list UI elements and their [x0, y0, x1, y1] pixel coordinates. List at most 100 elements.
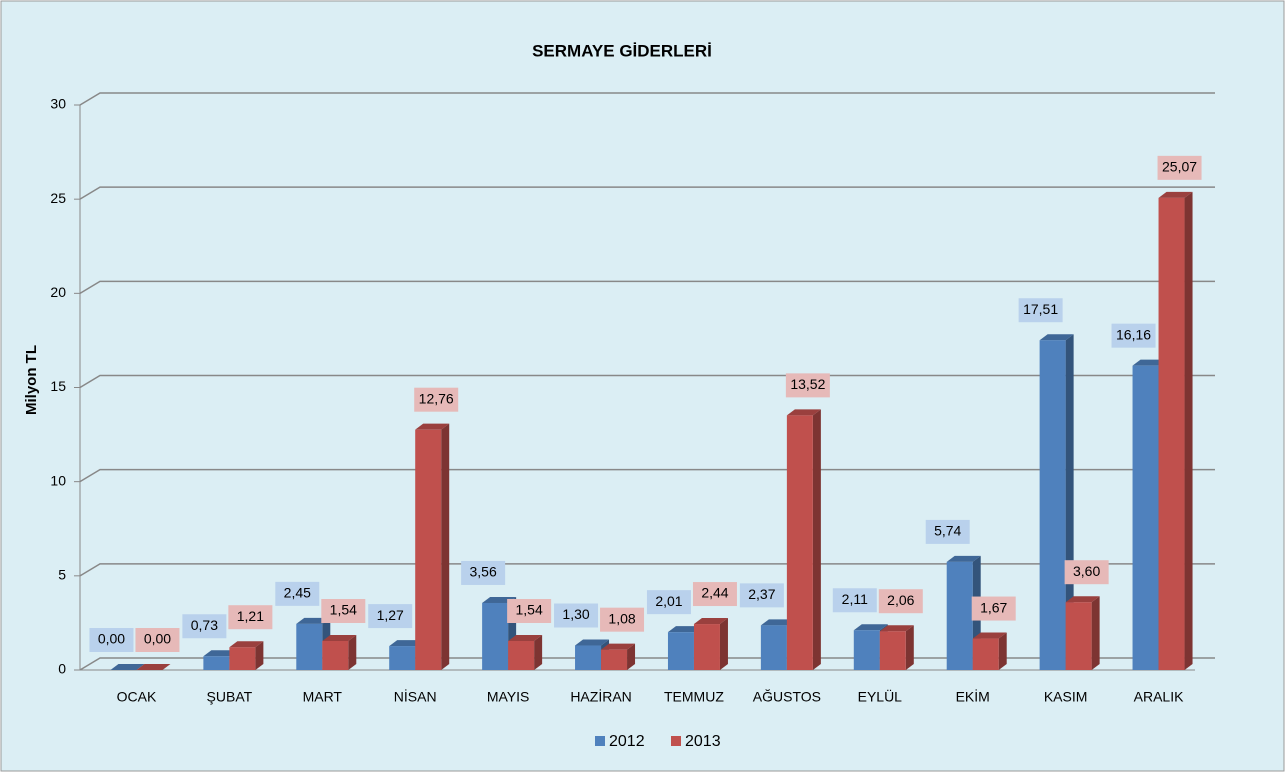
bar-top — [972, 632, 1007, 639]
value-label: 0,00 — [144, 631, 171, 647]
value-label-bg — [507, 598, 552, 623]
value-label-bg — [135, 628, 180, 652]
x-tick-label: NİSAN — [394, 688, 437, 705]
x-tick-label: EYLÜL — [858, 688, 903, 705]
value-label: 17,51 — [1023, 301, 1058, 317]
x-tick-label: HAZİRAN — [570, 688, 631, 705]
bar — [110, 664, 145, 670]
bar — [508, 634, 543, 670]
bar-top — [1158, 191, 1193, 198]
value-label: 1,67 — [980, 599, 1007, 615]
bar-side — [534, 634, 543, 670]
value-label: 2,11 — [842, 591, 868, 607]
bar-front — [1158, 197, 1185, 670]
bar-top — [879, 625, 914, 632]
bar-front — [853, 630, 880, 670]
legend-swatch — [671, 736, 681, 746]
y-tick-label: 15 — [50, 378, 66, 394]
grid-line — [79, 657, 1215, 671]
grid-line — [79, 186, 1215, 200]
bar-front — [1039, 340, 1066, 670]
bar — [693, 618, 728, 670]
grid-line — [79, 374, 1215, 389]
value-label: 2,37 — [748, 586, 775, 602]
bar-front — [322, 640, 349, 670]
bar-top — [693, 618, 728, 625]
value-label-bg — [785, 373, 830, 398]
value-label-bg — [228, 605, 273, 630]
bar — [1039, 334, 1074, 670]
y-tick-label: 30 — [50, 96, 66, 112]
bar — [415, 423, 450, 670]
value-label-bg — [554, 603, 599, 628]
bar-top — [415, 423, 450, 430]
bar-top — [575, 639, 610, 646]
value-label-bg — [321, 598, 366, 623]
bar-top — [322, 634, 357, 641]
bar-front — [229, 647, 256, 670]
bar-top — [853, 624, 888, 631]
value-label-bg — [878, 589, 923, 614]
bar-side — [812, 409, 821, 670]
x-tick-label: ARALIK — [1134, 689, 1184, 705]
bar-front — [508, 640, 535, 670]
bar-front — [972, 638, 999, 670]
value-label: 0,73 — [191, 617, 218, 633]
value-label: 2,06 — [887, 592, 914, 608]
value-label: 3,60 — [1073, 563, 1100, 579]
x-tick-label: OCAK — [117, 689, 157, 705]
bar-front — [946, 561, 973, 670]
bar-top — [1065, 596, 1100, 603]
bar-top — [110, 664, 145, 670]
x-tick-label: ŞUBAT — [207, 689, 253, 705]
value-label-bg — [646, 590, 691, 615]
value-label-bg — [971, 596, 1016, 621]
bar-front — [786, 415, 813, 670]
value-label: 16,16 — [1116, 326, 1151, 342]
value-label: 0,00 — [98, 631, 125, 647]
bar — [972, 632, 1007, 670]
x-tick-label: MART — [303, 689, 343, 705]
bar-top — [203, 650, 238, 657]
bar-front — [760, 625, 787, 670]
value-label-bg — [1111, 323, 1156, 348]
value-label: 2,45 — [284, 585, 311, 601]
value-label-bg — [414, 387, 459, 412]
bar-top — [667, 626, 702, 633]
value-label: 1,27 — [377, 607, 404, 623]
value-label: 1,30 — [562, 606, 589, 622]
x-tick-label: MAYIS — [487, 689, 530, 705]
bar-front — [389, 646, 416, 670]
bar-top — [508, 634, 543, 641]
bar-front — [601, 649, 628, 670]
bar — [322, 634, 357, 670]
value-label-bg — [739, 583, 784, 608]
y-tick-label: 25 — [50, 190, 66, 206]
bar-front — [693, 624, 720, 670]
bar-side — [1065, 334, 1074, 670]
bar — [786, 409, 821, 670]
bar-top — [136, 664, 171, 670]
value-label: 2,44 — [701, 585, 728, 601]
value-label: 1,08 — [608, 610, 635, 626]
bar-side — [1184, 191, 1193, 670]
value-label-bg — [1018, 298, 1063, 323]
x-tick-label: TEMMUZ — [664, 689, 724, 705]
bar-top — [760, 619, 795, 626]
grid-line — [79, 92, 1215, 106]
bar — [601, 643, 636, 670]
bar-side — [998, 632, 1007, 670]
grid-line — [79, 563, 1215, 577]
grid-line — [79, 468, 1215, 483]
value-label: 1,54 — [516, 602, 543, 618]
grid-line — [79, 280, 1215, 294]
value-label-bg — [832, 588, 877, 613]
bar-top — [946, 555, 981, 562]
bar-front — [1132, 365, 1159, 670]
bar-side — [719, 618, 728, 670]
value-label: 12,76 — [419, 390, 454, 406]
y-tick-label: 5 — [58, 567, 66, 583]
value-label: 1,54 — [330, 602, 357, 618]
value-label: 3,56 — [470, 564, 497, 580]
legend-label: 2012 — [609, 733, 645, 750]
